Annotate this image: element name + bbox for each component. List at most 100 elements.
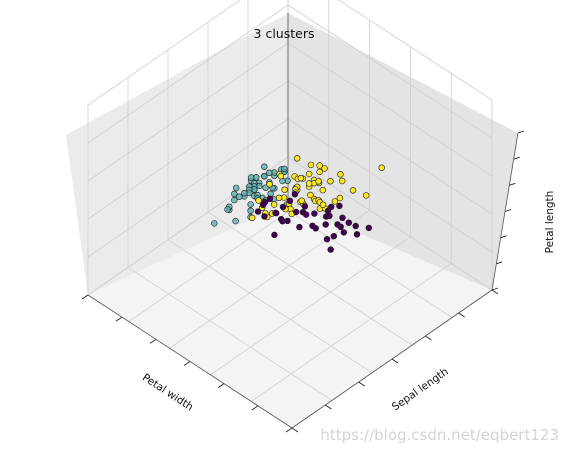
data-point: [337, 171, 344, 178]
x-axis-tick: [217, 383, 225, 389]
data-point: [291, 191, 299, 198]
data-point: [321, 165, 328, 172]
right-pane-gridline: [287, 4, 493, 139]
z-axis-tick: [513, 156, 520, 160]
back-panes: [66, 13, 518, 428]
data-point: [327, 246, 334, 253]
right-pane-gridline: [337, 0, 493, 101]
data-point: [261, 213, 268, 220]
data-point: [378, 164, 385, 171]
y-axis-tick: [425, 335, 432, 341]
data-point: [275, 194, 283, 202]
x-axis-label: Petal width: [140, 372, 195, 414]
data-point: [349, 187, 357, 194]
z-axis-label: Petal length: [544, 191, 556, 254]
floor-gridline: [127, 267, 333, 401]
data-point: [247, 207, 254, 214]
y-axis-tick: [358, 381, 365, 387]
data-point: [266, 181, 273, 188]
data-point: [301, 203, 309, 210]
data-point: [339, 177, 346, 185]
data-point: [236, 193, 243, 200]
data-point: [337, 223, 344, 231]
data-point: [319, 201, 327, 208]
data-point: [270, 201, 278, 208]
data-point: [303, 211, 310, 218]
y-axis-tick: [491, 289, 499, 295]
pane-right: [288, 13, 518, 290]
data-point: [294, 155, 301, 162]
x-axis-tick: [81, 294, 89, 300]
right-pane-gridline: [287, 80, 493, 215]
data-point: [322, 221, 329, 228]
data-point: [255, 197, 262, 204]
floor-gridline: [167, 239, 373, 374]
watermark: https://blog.csdn.net/eqbert123: [320, 426, 559, 444]
data-point: [281, 165, 288, 173]
data-point: [336, 202, 343, 210]
data-point: [232, 217, 239, 225]
data-point: [352, 222, 359, 230]
z-axis-tick: [500, 235, 507, 239]
data-point: [281, 186, 288, 193]
data-point: [249, 214, 256, 222]
data-point: [254, 208, 262, 215]
data-point: [316, 168, 323, 176]
data-point: [279, 218, 286, 225]
data-point: [315, 178, 322, 185]
data-point: [312, 225, 319, 232]
y-axis-tick: [291, 427, 299, 433]
data-point: [311, 210, 318, 217]
right-pane-gridline: [287, 118, 493, 253]
floor-gridline: [128, 183, 330, 322]
right-pane-gridline: [287, 42, 493, 177]
data-point: [224, 206, 231, 213]
floor-gridline: [207, 211, 413, 346]
left-pane-gridline: [87, 42, 289, 182]
data-point: [231, 190, 238, 198]
x-axis-tick: [149, 338, 157, 344]
scatter-points: [211, 155, 385, 253]
data-point: [273, 209, 280, 217]
data-point: [298, 197, 305, 204]
pane-floor: [88, 203, 492, 428]
data-point: [286, 197, 294, 205]
data-point: [261, 163, 268, 170]
y-axis-tick: [325, 404, 332, 410]
data-point: [211, 220, 218, 227]
data-point: [279, 203, 287, 211]
axis-ticks: [81, 130, 525, 433]
data-point: [331, 198, 339, 205]
data-point: [247, 201, 254, 208]
z-axis-tick: [509, 182, 516, 186]
y-axis-tick: [391, 358, 399, 364]
floor-gridline: [169, 209, 370, 349]
data-point: [326, 212, 333, 220]
data-point: [336, 194, 344, 202]
data-point: [248, 174, 255, 181]
x-axis-tick: [115, 316, 123, 322]
z-axis-tick: [496, 261, 503, 265]
left-pane-gridline: [87, 80, 289, 220]
data-point: [305, 170, 313, 178]
data-point: [353, 231, 361, 238]
data-point: [231, 196, 238, 204]
z-axis-tick: [491, 287, 499, 291]
data-point: [241, 190, 248, 197]
floor-gridline: [250, 263, 452, 402]
data-point: [363, 192, 370, 199]
data-point: [340, 229, 347, 236]
data-point: [345, 219, 352, 226]
left-pane-gridline: [87, 0, 241, 106]
x-axis-tick: [251, 405, 259, 411]
data-point: [365, 224, 372, 232]
chart-title: 3 clusters: [254, 26, 315, 41]
data-point: [316, 162, 323, 169]
data-point: [305, 180, 313, 187]
data-point: [330, 233, 337, 240]
data-point: [259, 201, 267, 209]
data-point: [266, 169, 273, 177]
y-axis-tick: [458, 312, 465, 318]
